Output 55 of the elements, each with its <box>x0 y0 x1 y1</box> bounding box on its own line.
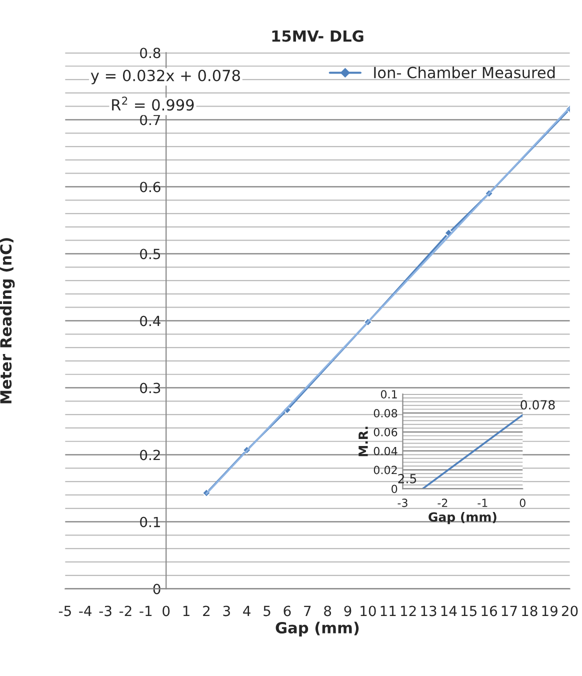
x-tick-label: 5 <box>264 606 270 616</box>
y-tick-label: 0.1 <box>140 516 160 528</box>
y-tick-label: 0 <box>153 584 160 594</box>
x-tick-label: 17 <box>502 606 517 616</box>
y-tick-label: 0.02 <box>374 466 397 474</box>
x-tick-label: 10 <box>360 606 376 616</box>
x-tick-label: 1 <box>183 606 190 616</box>
y-tick-label: 0.5 <box>140 248 160 260</box>
x-tick-label: 11 <box>380 606 396 616</box>
x-tick-label: 18 <box>522 606 538 616</box>
y-axis-title: Meter Reading (nC) <box>0 238 15 404</box>
x-tick-label: 9 <box>344 606 352 616</box>
annotation: y = 0.032x + 0.078 <box>90 70 240 84</box>
y-tick-label: 0.6 <box>140 182 160 192</box>
x-tick-label: -2 <box>119 606 132 616</box>
y-tick-label: 0.04 <box>374 446 398 456</box>
x-tick-label: 0 <box>162 606 170 616</box>
x-tick-label: 16 <box>482 606 498 616</box>
x-tick-label: 12 <box>400 606 416 616</box>
x-tick-label: 8 <box>324 606 332 616</box>
x-tick-label: 2 <box>203 606 210 616</box>
x-tick-label: 13 <box>421 606 436 616</box>
y-tick-label: 0.4 <box>140 316 160 326</box>
x-tick-label: 7 <box>304 606 311 616</box>
y-tick-label: 0.3 <box>140 382 160 394</box>
y-tick-label: 0.7 <box>140 114 160 126</box>
annotation: 2.5 <box>398 474 416 484</box>
x-tick-label: 20 <box>562 606 578 616</box>
x-tick-label: 0 <box>520 498 526 508</box>
x-tick-label: -1 <box>478 498 488 507</box>
chart-title: 15MV- DLG <box>272 30 364 42</box>
y-axis-title: M.R. <box>358 426 368 456</box>
x-tick-label: 15 <box>462 606 476 616</box>
annotation: R$^{2}$ = 0.999 <box>112 96 194 111</box>
y-tick-label: 0.06 <box>374 428 398 436</box>
x-tick-label: -2 <box>438 498 448 507</box>
x-tick-label: 3 <box>223 606 230 616</box>
x-axis-title: Gap (mm) <box>428 512 496 524</box>
legend-label: Ion- Chamber Measured <box>374 66 555 78</box>
x-tick-label: -5 <box>58 606 71 616</box>
x-tick-label: -3 <box>99 606 112 616</box>
y-tick-label: 0 <box>392 484 398 494</box>
x-axis-title: Gap (mm) <box>276 622 359 636</box>
y-tick-label: 0.1 <box>380 390 397 398</box>
y-tick-label: 0.2 <box>140 450 160 460</box>
x-tick-label: 14 <box>441 606 457 616</box>
x-tick-label: 4 <box>243 606 250 616</box>
x-tick-label: -4 <box>79 606 92 616</box>
y-tick-label: 0.08 <box>374 409 398 418</box>
annotation: 0.078 <box>520 400 555 410</box>
x-tick-label: 6 <box>284 606 291 616</box>
x-tick-label: 19 <box>542 606 558 616</box>
x-tick-label: -3 <box>398 498 408 508</box>
y-tick-label: 0.8 <box>140 48 160 58</box>
x-tick-label: -1 <box>140 606 152 616</box>
